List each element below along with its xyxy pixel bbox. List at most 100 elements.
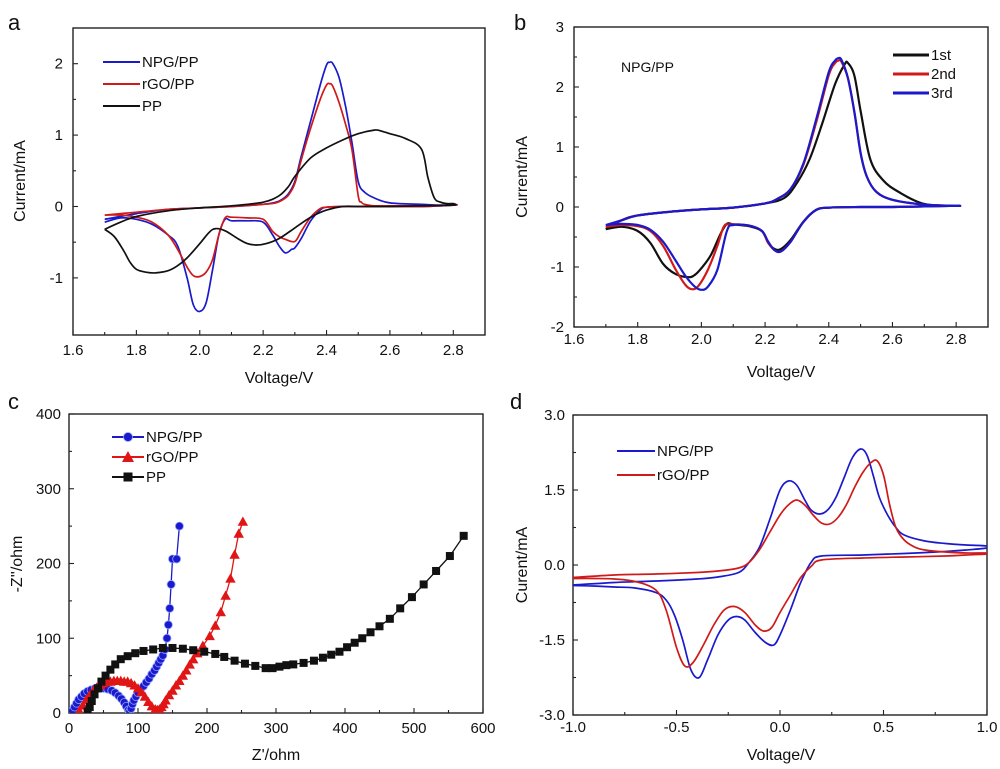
data-point xyxy=(240,659,249,668)
data-point xyxy=(211,649,220,658)
y-tick-label: 1 xyxy=(556,139,564,156)
y-tick-label: 0 xyxy=(53,705,61,722)
x-tick-label: 2.0 xyxy=(691,331,712,348)
y-tick-label: 0 xyxy=(55,198,63,215)
panel-label: a xyxy=(8,10,21,35)
legend-marker xyxy=(123,472,133,482)
data-point xyxy=(407,593,416,602)
data-point xyxy=(149,645,158,654)
data-point xyxy=(432,566,441,575)
y-tick-label: -1 xyxy=(50,270,63,287)
x-tick-label: 1.8 xyxy=(627,331,648,348)
data-point xyxy=(445,552,454,561)
data-point xyxy=(197,640,209,650)
series-line-npg-pp xyxy=(573,448,987,679)
data-point xyxy=(162,633,172,643)
x-axis-title: Voltage/V xyxy=(747,364,816,381)
y-tick-label: -2 xyxy=(551,319,564,336)
legend-label: 2nd xyxy=(931,66,956,83)
legend-label: rGO/PP xyxy=(142,76,195,93)
y-axis-title: -Z''/ohm xyxy=(9,536,26,593)
y-tick-label: 1 xyxy=(55,127,63,144)
data-point xyxy=(163,620,173,630)
x-tick-label: 2.8 xyxy=(946,331,967,348)
x-tick-label: 1.6 xyxy=(564,331,585,348)
data-point xyxy=(419,580,428,589)
plot-area xyxy=(605,56,962,291)
series-line-3rd xyxy=(605,56,962,291)
y-tick-label: 3 xyxy=(556,19,564,36)
data-point xyxy=(111,660,120,669)
x-tick-label: 400 xyxy=(332,720,357,737)
data-point xyxy=(268,664,277,673)
x-tick-label: -1.0 xyxy=(560,719,586,736)
x-tick-label: 2.2 xyxy=(253,342,274,359)
panel-label: d xyxy=(510,389,522,414)
panel-c: c 0 100 200 300 400 500 600 0 100 200 300 400 Z'/ohm -… xyxy=(8,389,496,764)
data-point xyxy=(237,516,249,526)
y-tick-label: 3.0 xyxy=(544,407,565,424)
legend: NPG/PP rGO/PP xyxy=(617,443,714,484)
x-tick-label: 0.5 xyxy=(873,719,894,736)
data-point xyxy=(225,573,236,583)
x-tick-label: 600 xyxy=(470,720,495,737)
data-point xyxy=(139,646,148,655)
y-tick-label: -3.0 xyxy=(539,707,565,724)
data-point xyxy=(204,630,215,641)
series-line-rgo-pp xyxy=(573,459,987,668)
data-point xyxy=(229,549,240,559)
data-point xyxy=(77,700,88,710)
series-line-pp xyxy=(104,129,457,274)
data-point xyxy=(375,622,384,631)
data-point xyxy=(358,634,367,643)
x-tick-label: 1.8 xyxy=(126,342,147,359)
data-point xyxy=(101,671,110,680)
legend-label: PP xyxy=(142,98,162,115)
y-tick-label: 100 xyxy=(36,630,61,647)
data-point xyxy=(220,652,229,661)
x-tick-label: 2.4 xyxy=(316,342,337,359)
x-tick-label: 2.2 xyxy=(755,331,776,348)
data-point xyxy=(85,703,94,712)
y-tick-label: 300 xyxy=(36,481,61,498)
data-point xyxy=(220,590,231,600)
data-point xyxy=(189,646,198,655)
legend-label: 1st xyxy=(931,47,952,64)
data-point xyxy=(385,614,394,623)
x-tick-label: -0.5 xyxy=(664,719,690,736)
x-tick-label: 1.6 xyxy=(63,342,84,359)
data-point xyxy=(309,656,318,665)
data-point xyxy=(87,697,96,706)
data-point xyxy=(200,647,209,656)
data-point xyxy=(174,521,184,531)
legend-label: 3rd xyxy=(931,85,953,102)
y-axis-title: Current/mA xyxy=(514,136,531,218)
data-point xyxy=(215,606,226,617)
data-point xyxy=(192,648,203,658)
data-point xyxy=(343,643,352,652)
data-point xyxy=(366,628,375,637)
data-point xyxy=(327,650,336,659)
data-point xyxy=(93,684,102,693)
plot-area xyxy=(573,448,987,679)
data-point xyxy=(160,695,171,705)
data-point xyxy=(184,659,195,669)
y-axis-title: Current/mA xyxy=(12,140,29,222)
y-axis-title: Curent/mA xyxy=(514,526,531,603)
data-point xyxy=(177,670,189,680)
legend-label: NPG/PP xyxy=(146,429,203,446)
legend-label: NPG/PP xyxy=(657,443,714,460)
y-tick-label: 0 xyxy=(556,199,564,216)
data-point xyxy=(188,653,199,664)
legend-marker xyxy=(123,432,133,442)
y-tick-label: 2 xyxy=(556,79,564,96)
data-point xyxy=(168,643,177,652)
legend-label: rGO/PP xyxy=(657,467,710,484)
x-axis-title: Z'/ohm xyxy=(252,747,300,764)
x-axis-title: Voltage/V xyxy=(245,370,314,387)
data-point xyxy=(299,658,308,667)
data-point xyxy=(97,677,106,686)
data-point xyxy=(172,554,182,564)
data-point xyxy=(210,620,221,630)
